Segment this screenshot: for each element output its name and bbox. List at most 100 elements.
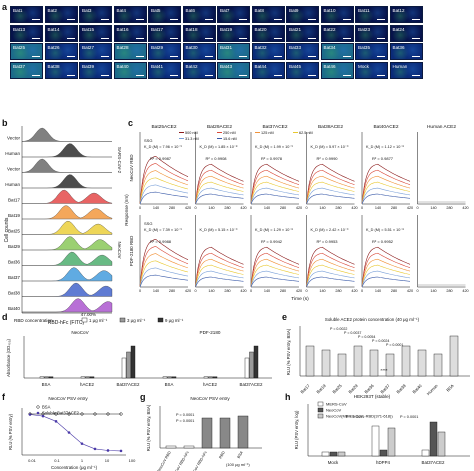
tile-label: Bat9: [289, 8, 299, 13]
bli-curve: [306, 264, 355, 288]
bli-x-tick: 0: [305, 206, 307, 210]
flow-histogram: [22, 205, 113, 220]
panel-f-x-tick: 1: [81, 458, 84, 463]
panel-g-category-label: NeoCoV RBD-hFc: [171, 450, 190, 471]
bli-curve: [361, 270, 411, 288]
panel-h-bar: [371, 425, 380, 457]
microscopy-tile: Bat13: [10, 24, 43, 42]
panel-letter-g: g: [140, 392, 146, 402]
panel-g-title: NeoCoV PSV entry: [190, 396, 230, 401]
panel-e-bar: [449, 335, 459, 377]
microscopy-tile: Bat31: [217, 43, 250, 60]
tile-label: Bat29: [151, 45, 164, 50]
panel-e-pvalue: P = 0.0054: [358, 335, 375, 339]
microscopy-tile: Bat24: [389, 24, 423, 42]
bli-x-tick: 280: [391, 206, 397, 210]
scale-bar: [239, 19, 247, 20]
flow-histogram: [22, 267, 113, 282]
elisa-group-title: NeoCoV: [71, 330, 89, 335]
scale-bar: [342, 56, 351, 57]
panel-h-title: HEK293T (stable): [354, 394, 391, 399]
flow-histogram: [22, 282, 113, 297]
tile-label: Bat4: [116, 8, 126, 13]
scale-bar: [204, 37, 213, 39]
panel-letter-e: e: [282, 312, 288, 322]
tile-label: Bat5: [151, 8, 161, 13]
bli-curve: [306, 163, 355, 205]
bli-kd-label: K_D (M) = 7.39 × 10⁻⁹: [144, 228, 182, 232]
panel-e-bar: [401, 345, 411, 377]
tile-label: Bat40: [116, 63, 129, 69]
bli-curve: [361, 193, 411, 205]
elisa-legend-swatch: [119, 317, 126, 323]
bli-curve: [139, 253, 189, 288]
panel-h-ylabel: RLU (PSV entry, log): [294, 410, 299, 449]
panel-e-category-label: Bat36: [363, 383, 375, 395]
bli-x-tick: 280: [224, 206, 230, 210]
scale-bar: [411, 19, 420, 20]
tile-label: Bat28: [116, 45, 129, 50]
panel-h-legend-label: MERS-CoV: [326, 402, 347, 407]
panel-g-category-label: BSA: [237, 450, 244, 459]
bli-kd-label: K_D (M) = 1.99 × 10⁻⁹: [255, 145, 293, 149]
tile-label: Bat24: [392, 26, 405, 32]
elisa-bar: [80, 376, 86, 379]
scale-bar: [135, 19, 144, 20]
flow-group-label: NeoCoV: [117, 241, 122, 258]
elisa-bar: [253, 345, 259, 379]
microscopy-tile: Bat14: [44, 24, 78, 42]
flow-row-label: Vector: [7, 136, 20, 141]
tile-label: Bat21: [289, 26, 302, 32]
bli-curve: [195, 264, 244, 288]
microscopy-tile: Bat25: [10, 43, 43, 60]
scale-bar: [32, 37, 40, 39]
panel-h-legend-swatch: [317, 413, 324, 419]
elisa-bar: [130, 345, 136, 379]
bli-curve: [306, 175, 355, 205]
bli-row-label: PDF-2180 RBD: [129, 236, 134, 267]
bli-legend-label: 62.5 nM: [299, 131, 313, 135]
bli-x-tick: 280: [446, 206, 452, 210]
panel-h-legend-swatch: [317, 401, 324, 407]
elisa-category-label: BSA: [42, 382, 51, 387]
microscopy-tile: Bat38: [44, 61, 78, 79]
panel-letter-f: f: [2, 392, 5, 402]
flow-group-label: SARS-CoV-2: [117, 147, 122, 174]
bli-x-tick: 0: [194, 206, 196, 210]
bli-x-tick: 280: [335, 289, 341, 293]
bli-x-tick: 0: [361, 289, 363, 293]
bli-x-tick: 0: [194, 289, 196, 293]
microscopy-tile: Bat46: [320, 61, 354, 79]
bli-x-tick: 420: [185, 289, 191, 293]
bli-x-tick: 140: [375, 289, 381, 293]
bli-curve: [306, 169, 355, 205]
tile-label: Bat41: [151, 63, 164, 69]
microscopy-tile: Bat20: [251, 24, 285, 42]
elisa-category-label: Bat37ACE2: [240, 382, 264, 387]
panel-h-pvalue: P = 0.0001: [346, 415, 364, 419]
bli-kd-label: K_D (M) = 7.96 × 10⁻⁹: [144, 145, 182, 149]
flow-row-label: Bat25: [8, 229, 20, 234]
bli-x-tick: 280: [224, 289, 230, 293]
bli-curve: [250, 246, 300, 288]
elisa-legend-label: 3 μg ml⁻¹: [127, 318, 146, 323]
elisa-bar: [126, 351, 131, 379]
bli-r2-label: R² = 0.9877: [372, 156, 394, 161]
bli-curve: [139, 177, 189, 205]
panel-h-legend-swatch: [317, 407, 324, 413]
microscopy-tile: Bat35: [355, 43, 388, 60]
bli-kd-label: K_D (M) = 5.15 × 10⁻⁹: [200, 228, 238, 232]
elisa-bar: [162, 376, 168, 379]
bli-curve: [250, 181, 300, 205]
bli-r2-label: R² = 0.9942: [261, 239, 283, 244]
tile-label: Bat32: [254, 45, 267, 50]
tile-label: Bat8: [254, 8, 264, 13]
scale-bar: [32, 19, 40, 20]
scale-bar: [377, 56, 385, 57]
microscopy-tile: Bat19: [217, 24, 250, 42]
bli-curve: [306, 181, 355, 205]
bli-curve: [195, 246, 244, 288]
panel-e-bar: [417, 349, 427, 377]
tile-label: Bat18: [185, 26, 198, 32]
panel-h-legend-label: NeoCoV(MERS-CoV -RBD(371-618)): [326, 414, 393, 419]
